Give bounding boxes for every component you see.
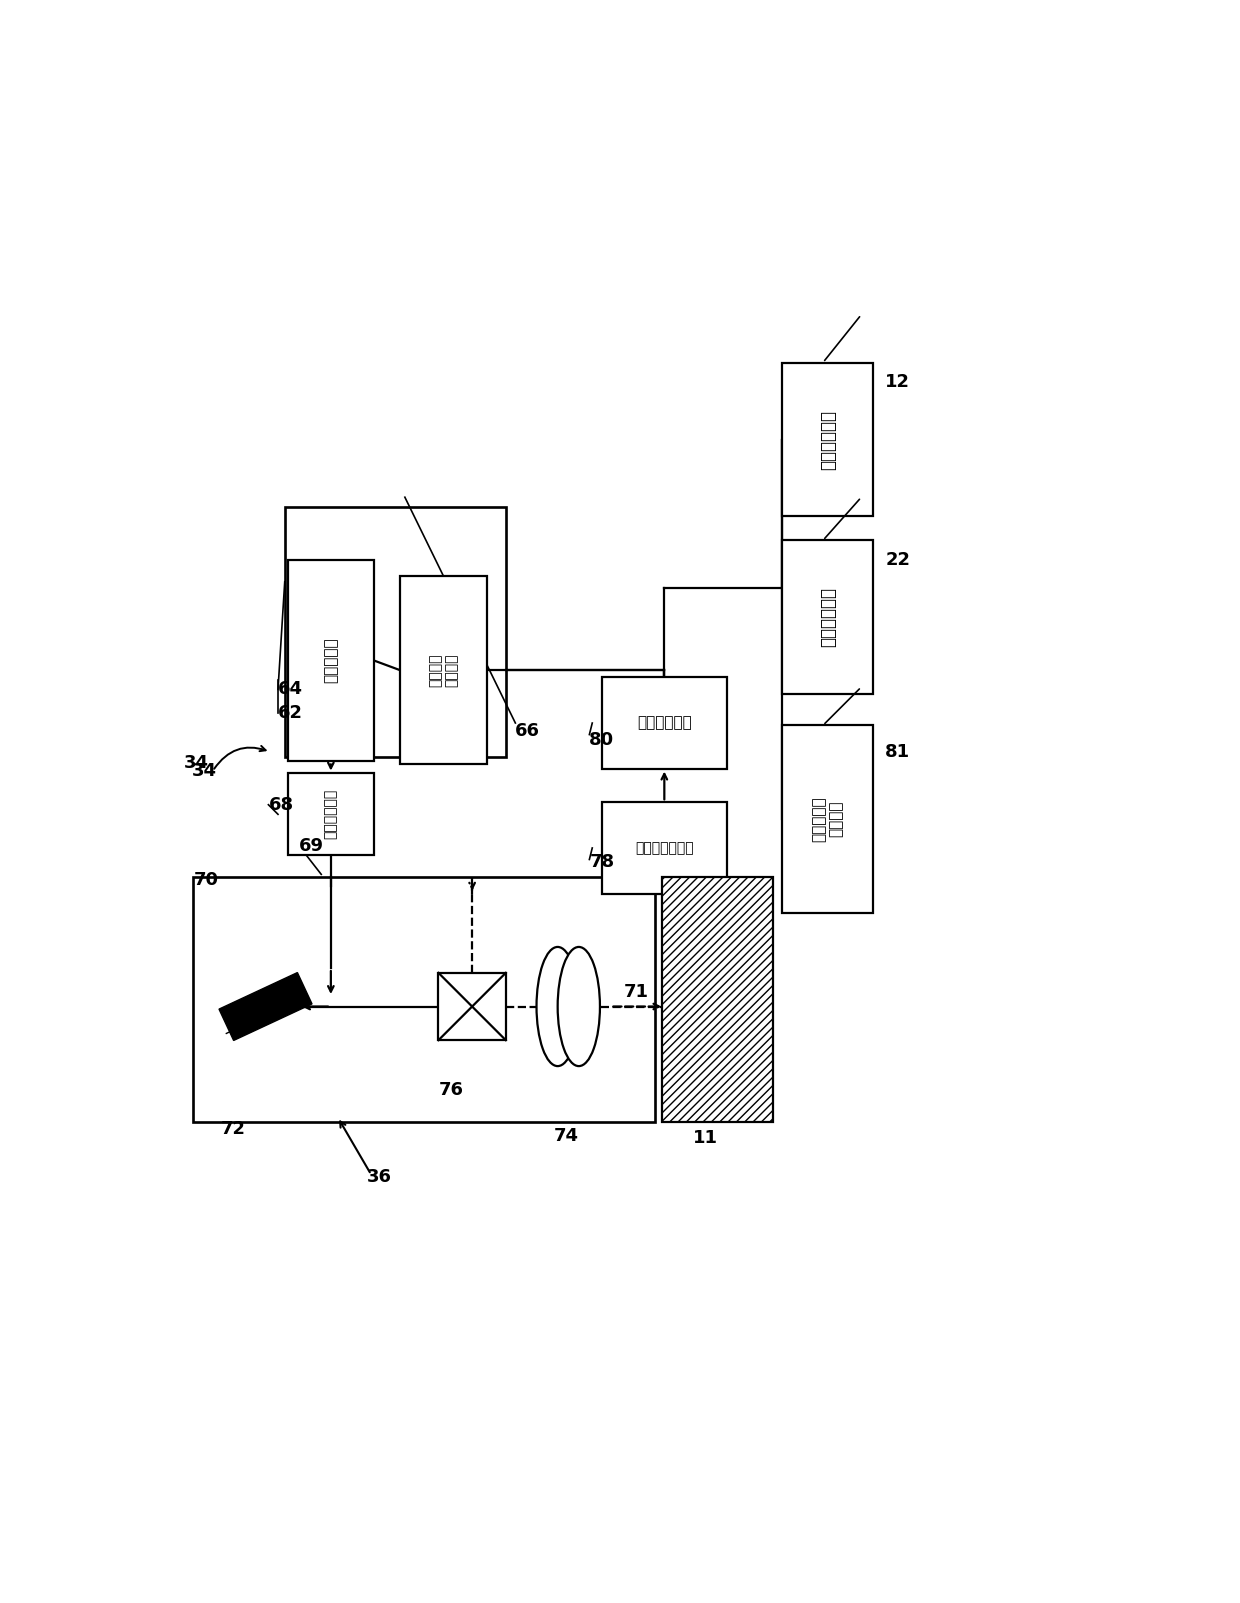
Text: 78: 78	[589, 853, 615, 872]
Text: 69: 69	[299, 837, 324, 854]
Text: 级数计算单元: 级数计算单元	[637, 715, 692, 731]
Text: 34: 34	[184, 755, 208, 773]
Text: 分度进给单元: 分度进给单元	[818, 587, 837, 648]
Ellipse shape	[537, 947, 579, 1066]
Text: 反射光量检测器: 反射光量检测器	[635, 842, 693, 854]
Text: 34: 34	[191, 761, 217, 781]
Bar	[601, 803, 727, 893]
Bar	[601, 678, 727, 769]
Polygon shape	[219, 973, 312, 1040]
Text: 71: 71	[624, 983, 649, 1002]
Bar	[401, 577, 486, 765]
Text: 81: 81	[885, 742, 910, 761]
Text: 70: 70	[193, 870, 218, 888]
Text: 64: 64	[278, 680, 303, 699]
Text: 74: 74	[554, 1127, 579, 1145]
Text: 加工进给单元: 加工进给单元	[818, 409, 837, 470]
Bar	[782, 362, 873, 516]
Bar	[285, 507, 506, 757]
Text: 68: 68	[268, 795, 294, 814]
Text: 22: 22	[885, 551, 910, 569]
Text: 72: 72	[221, 1119, 246, 1138]
Text: 80: 80	[589, 731, 615, 749]
Text: 12: 12	[885, 373, 910, 391]
Bar	[288, 559, 374, 761]
Text: 输出调整单元: 输出调整单元	[324, 789, 337, 840]
Text: 11: 11	[693, 1129, 718, 1148]
Text: 重复频率
设定单元: 重复频率 设定单元	[428, 654, 459, 688]
Bar	[782, 540, 873, 694]
Text: 激光振荡器: 激光振荡器	[324, 638, 339, 683]
Bar	[662, 877, 773, 1122]
FancyArrowPatch shape	[215, 745, 265, 769]
Bar	[782, 726, 873, 912]
Bar	[439, 973, 506, 1040]
Text: 66: 66	[516, 721, 541, 739]
Bar	[193, 877, 655, 1122]
Ellipse shape	[558, 947, 600, 1066]
Text: 62: 62	[278, 704, 303, 723]
Text: 76: 76	[439, 1080, 464, 1100]
Text: 聚光点位置
变更单元: 聚光点位置 变更单元	[811, 797, 844, 842]
Bar	[288, 774, 374, 854]
Text: 36: 36	[367, 1167, 392, 1186]
